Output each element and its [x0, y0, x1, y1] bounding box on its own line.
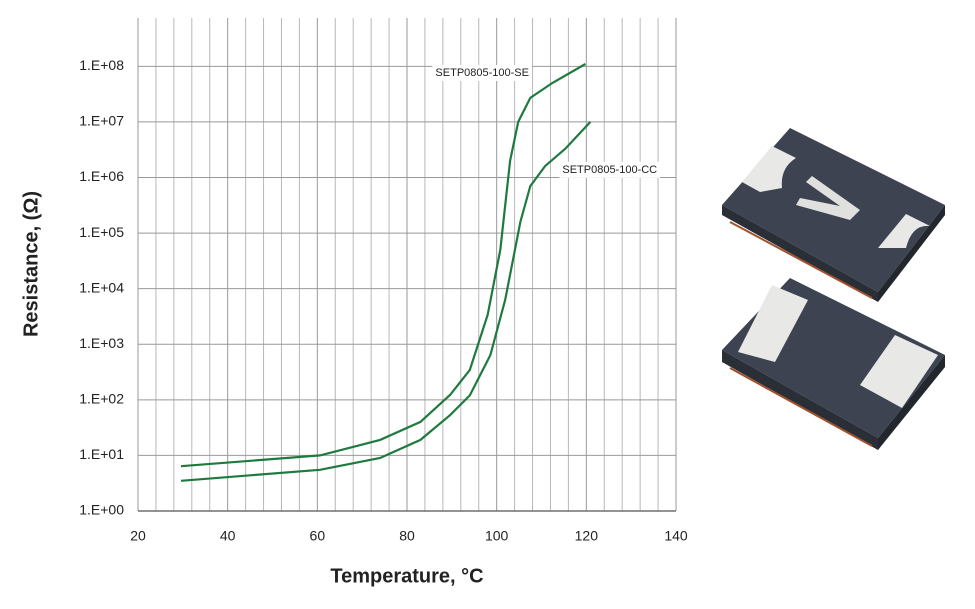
x-axis-title: Temperature, °C	[330, 565, 483, 587]
x-tick-label: 120	[575, 528, 599, 544]
x-tick-label: 40	[220, 528, 236, 544]
label-background	[432, 65, 532, 82]
x-tick-label: 20	[130, 528, 146, 544]
x-tick-label: 100	[485, 528, 509, 544]
x-tick-label: 140	[664, 528, 688, 544]
y-tick-label: 1.E+03	[79, 335, 124, 351]
y-tick-label: 1.E+02	[79, 391, 124, 407]
y-tick-label: 1.E+00	[79, 502, 124, 518]
plot-area: 20 40 60 80 100 120 140 1.E+00 1.E+01 1.E+02 1.E+0…	[79, 18, 688, 544]
y-tick-label: 1.E+06	[79, 168, 124, 184]
y-tick-label: 1.E+01	[79, 446, 124, 462]
y-tick-label: 1.E+07	[79, 113, 124, 129]
x-tick-label: 60	[310, 528, 326, 544]
label-background	[559, 161, 661, 178]
series-label: SETP0805-100-CC	[562, 164, 657, 176]
y-tick-label: 1.E+04	[79, 279, 124, 295]
y-axis-title: Resistance, (Ω)	[20, 191, 42, 337]
y-tick-label: 1.E+05	[79, 224, 124, 240]
y-tick-label: 1.E+08	[79, 57, 124, 73]
product-image	[722, 128, 945, 450]
x-tick-label: 80	[399, 528, 415, 544]
series-label: SETP0805-100-SE	[435, 67, 529, 79]
series-line	[180, 63, 586, 468]
series-line	[180, 121, 592, 482]
